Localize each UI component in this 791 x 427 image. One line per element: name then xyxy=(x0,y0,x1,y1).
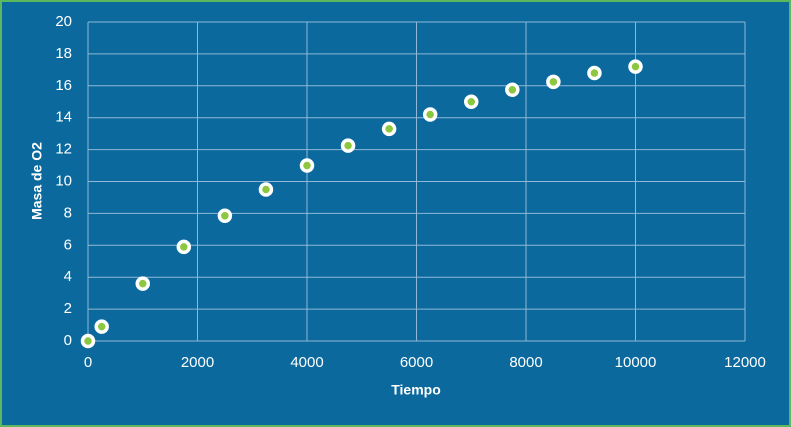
y-tick-label: 4 xyxy=(64,268,72,285)
data-point xyxy=(299,158,315,173)
x-tick-label: 2000 xyxy=(181,354,214,371)
data-point xyxy=(176,239,192,255)
y-tick-label: 18 xyxy=(55,45,72,62)
data-point xyxy=(258,182,274,197)
y-tick-label: 16 xyxy=(55,77,72,94)
x-tick-label: 6000 xyxy=(400,354,433,371)
x-tick-label: 12000 xyxy=(724,354,766,371)
data-point xyxy=(217,208,233,224)
y-tick-label: 14 xyxy=(55,109,72,126)
y-tick-label: 6 xyxy=(64,236,72,253)
data-point xyxy=(80,333,96,349)
y-axis-title: Masa de O2 xyxy=(29,142,45,220)
data-point xyxy=(340,138,356,153)
data-point xyxy=(422,107,438,122)
x-axis-title: Tiempo xyxy=(391,382,441,398)
data-point xyxy=(94,319,109,334)
y-tick-label: 2 xyxy=(64,300,72,317)
x-tick-label: 8000 xyxy=(509,354,542,371)
data-point xyxy=(628,59,643,74)
data-point xyxy=(587,65,602,81)
y-tick-label: 10 xyxy=(55,172,72,189)
y-tick-label: 12 xyxy=(55,141,72,158)
x-tick-label: 4000 xyxy=(290,354,323,371)
data-point xyxy=(505,82,520,98)
data-point xyxy=(464,94,479,109)
y-tick-label: 0 xyxy=(64,332,72,349)
data-point xyxy=(135,276,150,291)
y-tick-label: 20 xyxy=(55,13,72,30)
y-tick-label: 8 xyxy=(64,204,72,221)
x-tick-label: 0 xyxy=(84,354,92,371)
data-point xyxy=(381,121,397,137)
data-point xyxy=(546,74,561,90)
x-tick-label: 10000 xyxy=(615,354,657,371)
